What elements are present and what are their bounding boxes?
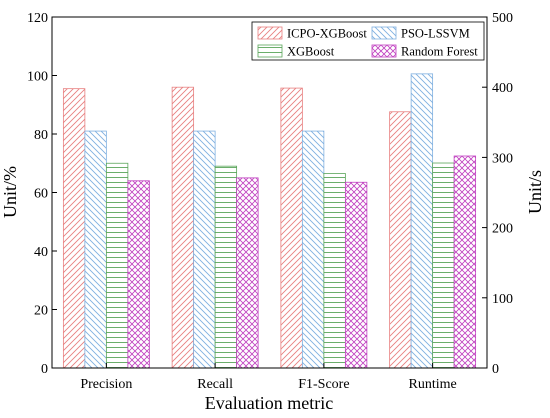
y-right-tick-label: 300 — [492, 151, 513, 166]
y-right-tick-label: 400 — [492, 81, 513, 96]
bar-icpo-xgboost-f1-score — [280, 87, 303, 369]
y-axis-right-label: Unit/s — [525, 170, 545, 214]
legend-label-random-forest: Random Forest — [401, 45, 478, 59]
bar-xgboost-runtime — [432, 162, 455, 369]
x-tick-label-f1-score: F1-Score — [298, 377, 349, 392]
x-axis-label: Evaluation metric — [205, 393, 333, 413]
y-left-tick-label: 60 — [34, 187, 48, 202]
bar-random-forest-precision — [127, 180, 150, 369]
bar-pso-lssvm-runtime — [410, 73, 434, 369]
y-axis-left-label: Unit/% — [0, 166, 20, 218]
y-left-tick-label: 80 — [34, 128, 48, 143]
y-right-tick-label: 200 — [492, 222, 513, 237]
bar-icpo-xgboost-recall — [171, 86, 195, 369]
bar-icpo-xgboost-runtime — [389, 111, 412, 369]
bar-xgboost-recall — [214, 165, 238, 369]
legend-swatch-icpo-xgboost — [257, 26, 283, 40]
bar-pso-lssvm-recall — [193, 130, 216, 369]
bar-pso-lssvm-f1-score — [301, 130, 325, 369]
legend-swatch-xgboost — [257, 44, 283, 58]
legend-label-icpo-xgboost: ICPO-XGBoost — [287, 27, 367, 41]
bars-layer — [62, 73, 477, 369]
y-right-tick-label: 100 — [492, 292, 513, 307]
legend-swatch-random-forest — [371, 44, 397, 58]
y-left-tick-label: 40 — [34, 245, 48, 260]
bar-icpo-xgboost-precision — [62, 88, 86, 369]
legend: ICPO-XGBoost PSO-LSSVM XGBoost Random Fores… — [251, 21, 485, 61]
legend-frame — [251, 21, 485, 61]
bar-random-forest-f1-score — [344, 181, 368, 369]
bar-random-forest-runtime — [453, 155, 477, 369]
x-tick-label-precision: Precision — [80, 377, 132, 392]
bar-random-forest-recall — [236, 177, 259, 369]
legend-label-pso-lssvm: PSO-LSSVM — [401, 27, 470, 41]
legend-label-xgboost: XGBoost — [287, 45, 335, 59]
y-left-tick-label: 0 — [41, 362, 48, 377]
x-tick-label-runtime: Runtime — [409, 377, 457, 392]
y-right-tick-label: 0 — [492, 362, 499, 377]
bar-pso-lssvm-precision — [84, 130, 107, 369]
y-left-tick-label: 120 — [27, 11, 48, 26]
y-left-tick-label: 100 — [27, 70, 48, 85]
y-right-tick-label: 500 — [492, 11, 513, 26]
y-left-tick-label: 20 — [34, 304, 48, 319]
x-tick-label-recall: Recall — [197, 377, 233, 392]
legend-swatch-pso-lssvm — [371, 26, 397, 40]
bar-xgboost-precision — [105, 162, 129, 369]
ticks-layer: 0 20 40 60 80 100 120 0 100 200 300 400 500 Precision… — [27, 11, 513, 392]
bar-xgboost-f1-score — [323, 173, 346, 369]
